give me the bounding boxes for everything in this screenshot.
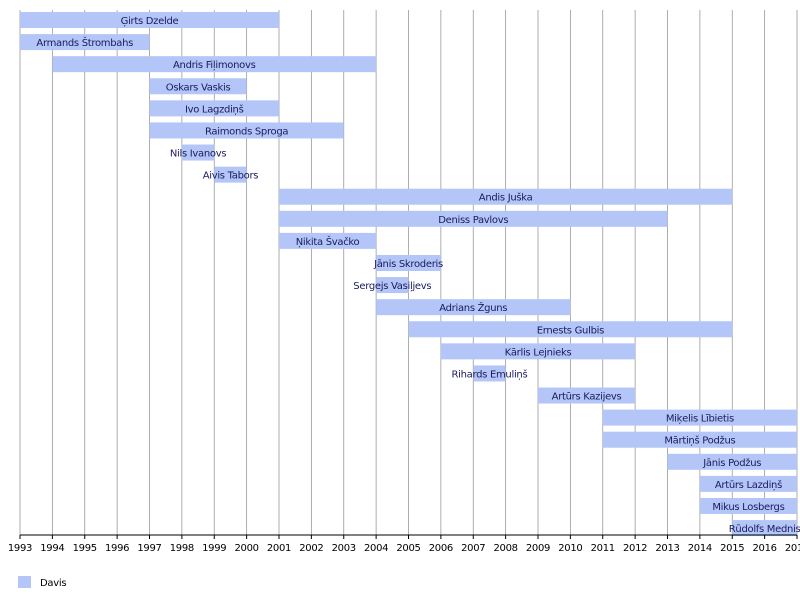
x-tick-label: 2005 — [396, 543, 420, 554]
legend-swatch — [18, 576, 31, 588]
x-tick-label: 2003 — [332, 543, 356, 554]
bar-label: Raimonds Sproga — [205, 126, 288, 137]
bar — [732, 520, 797, 537]
bar — [376, 254, 441, 271]
x-tick-label: 2014 — [688, 543, 712, 554]
bar-label: Andis Juška — [479, 192, 533, 204]
bar — [602, 431, 797, 448]
bar — [149, 122, 344, 139]
bar — [699, 497, 797, 514]
bar-label: Kārlis Lejnieks — [505, 347, 572, 358]
bar-label: Artūrs Kazijevs — [552, 392, 622, 403]
bar — [376, 299, 571, 316]
bar — [20, 12, 279, 28]
bar-label: Oskars Vaskis — [166, 82, 231, 93]
bar-label: Deniss Pavlovs — [438, 215, 508, 226]
x-tick-label: 2011 — [591, 543, 615, 554]
x-tick-label: 2002 — [299, 543, 323, 554]
x-tick-label: 1995 — [73, 543, 97, 554]
x-tick-label: 2016 — [753, 543, 777, 554]
bar — [667, 453, 797, 470]
bar — [376, 277, 409, 294]
x-tick-label: 1998 — [170, 543, 194, 554]
bar — [473, 365, 506, 382]
x-tick-label: 2001 — [267, 543, 291, 554]
bar — [149, 100, 279, 117]
bar-label: Adrians Žguns — [439, 301, 507, 314]
bar — [181, 144, 215, 161]
bar-label: Rūdolfs Mednis — [729, 524, 800, 535]
bar — [149, 78, 247, 95]
bar — [279, 188, 733, 205]
bar-label: Miķelis Lībietis — [666, 414, 734, 425]
bar-label: Jānis Podžus — [702, 457, 761, 469]
x-tick-label: 1994 — [40, 543, 64, 554]
bar-label: Ernests Gulbis — [537, 325, 604, 336]
legend-label: Davis — [40, 578, 66, 589]
bar — [408, 321, 733, 338]
x-tick-label: 2000 — [235, 543, 259, 554]
x-tick-label: 2009 — [526, 543, 550, 554]
bar-label: Mārtiņš Podžus — [664, 435, 735, 447]
bar — [538, 387, 636, 404]
bar-label: Ivo Lagzdiņš — [185, 103, 244, 115]
bar-label: Artūrs Lazdiņš — [715, 479, 782, 491]
x-tick-label: 1997 — [137, 543, 161, 554]
bar-label: Jānis Skroderis — [373, 259, 443, 270]
x-tick-label: 2007 — [461, 543, 485, 554]
bar — [214, 166, 247, 183]
bar-label: Armands Štrombahs — [36, 36, 133, 49]
x-tick-label: 2010 — [558, 543, 582, 554]
bar — [440, 343, 636, 360]
x-tick-label: 1996 — [105, 543, 129, 554]
bar-label: Andris Fiļimonovs — [173, 60, 256, 71]
x-tick-label: 2013 — [655, 543, 679, 554]
x-tick-label: 2012 — [623, 543, 647, 554]
x-tick-label: 2017 — [785, 543, 800, 554]
x-tick-label: 1993 — [8, 543, 32, 554]
bar — [20, 34, 150, 51]
bar-label: Ģirts Dzelde — [121, 16, 179, 27]
bar — [602, 409, 797, 426]
x-tick-label: 1999 — [202, 543, 226, 554]
bar — [279, 232, 377, 249]
bar-label: Nils Ivanovs — [170, 149, 226, 160]
bar-label: Rihards Emuliņš — [452, 368, 528, 380]
x-tick-label: 2004 — [364, 543, 388, 554]
x-tick-label: 2008 — [494, 543, 518, 554]
bar-label: Aivis Tabors — [203, 171, 259, 182]
bar-label: Ņikita Švačko — [296, 235, 360, 248]
x-tick-label: 2006 — [429, 543, 453, 554]
bar — [52, 56, 377, 73]
bar-label: Mikus Losbergs — [712, 502, 784, 513]
bar — [699, 475, 797, 492]
bar-label: Sergejs Vasiļjevs — [353, 281, 431, 292]
x-tick-label: 2015 — [720, 543, 744, 554]
bar — [279, 210, 668, 227]
